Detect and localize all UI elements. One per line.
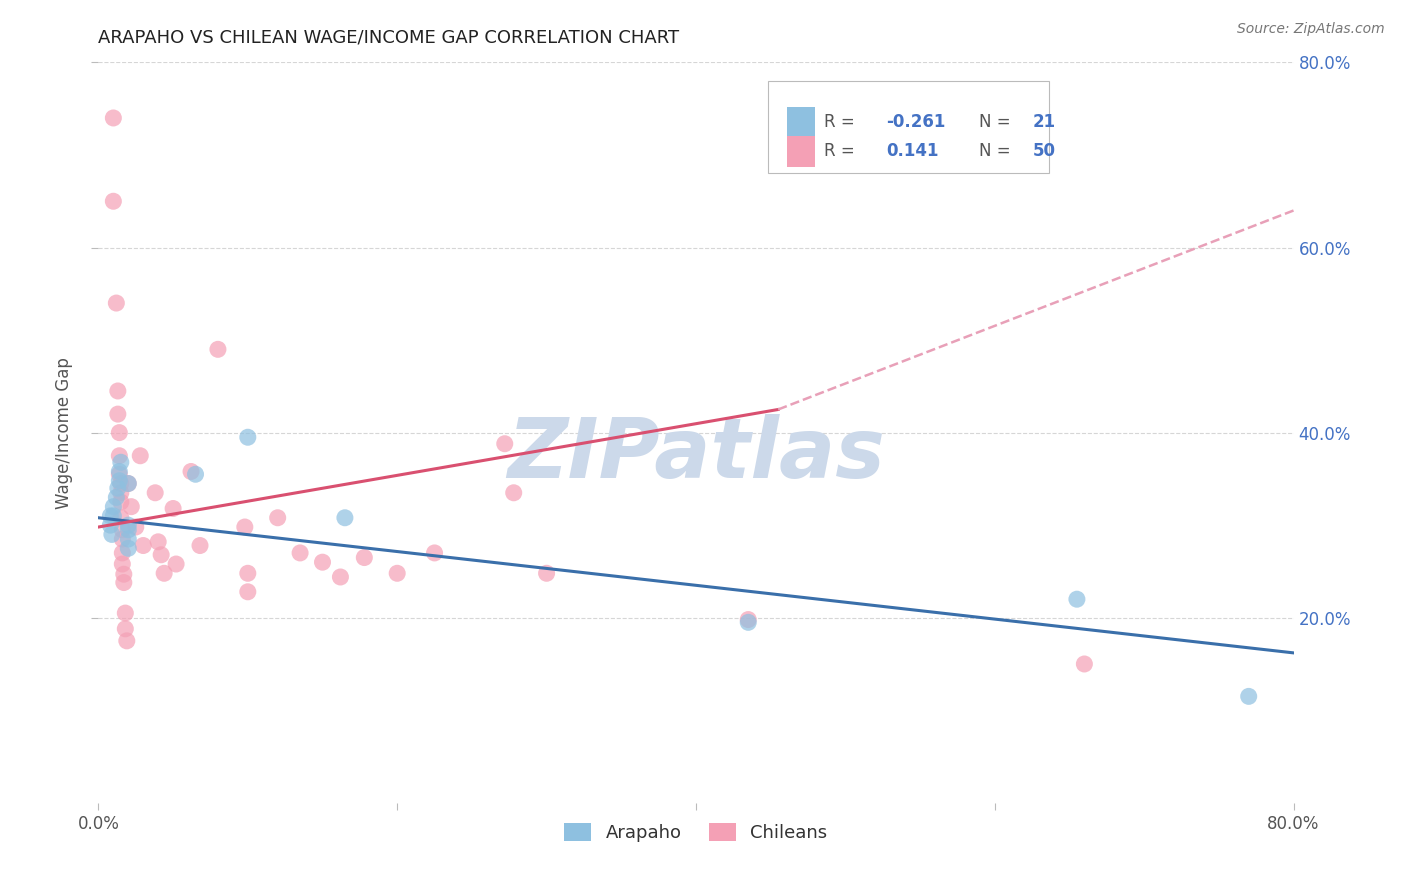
Point <box>117 476 139 491</box>
Text: 50: 50 <box>1033 142 1056 160</box>
Point <box>108 474 131 488</box>
Point <box>108 465 131 479</box>
Point <box>111 523 134 537</box>
Point <box>101 527 124 541</box>
Point <box>108 467 131 482</box>
Point <box>117 541 139 556</box>
Point <box>148 534 170 549</box>
Point <box>329 570 352 584</box>
Point <box>114 622 136 636</box>
Text: ARAPAHO VS CHILEAN WAGE/INCOME GAP CORRELATION CHART: ARAPAHO VS CHILEAN WAGE/INCOME GAP CORRE… <box>98 29 679 47</box>
Point <box>125 520 148 534</box>
Point <box>103 508 125 523</box>
Point <box>105 491 128 505</box>
Point <box>117 523 139 537</box>
Point <box>236 430 259 444</box>
Point <box>98 518 122 533</box>
Point <box>423 546 446 560</box>
Text: ZIPatlas: ZIPatlas <box>508 414 884 495</box>
Point <box>120 500 142 514</box>
Point <box>112 575 135 590</box>
Point <box>98 508 122 523</box>
Y-axis label: Wage/Income Gap: Wage/Income Gap <box>55 357 73 508</box>
Point <box>737 615 759 630</box>
FancyBboxPatch shape <box>787 136 815 167</box>
Point <box>111 557 134 571</box>
Point <box>114 606 136 620</box>
Point <box>112 567 135 582</box>
Point <box>115 633 138 648</box>
Point <box>162 501 184 516</box>
FancyBboxPatch shape <box>787 106 815 137</box>
Legend: Arapaho, Chileans: Arapaho, Chileans <box>557 815 835 849</box>
Point <box>184 467 207 482</box>
Point <box>494 436 516 450</box>
Point <box>110 510 132 524</box>
Text: -0.261: -0.261 <box>886 113 945 131</box>
Point <box>117 532 139 546</box>
Point <box>236 584 259 599</box>
Point <box>737 613 759 627</box>
Point <box>110 455 132 469</box>
Text: N =: N = <box>979 113 1017 131</box>
Point <box>333 510 356 524</box>
Point <box>165 557 187 571</box>
Point <box>153 566 176 581</box>
Point <box>353 550 375 565</box>
Point <box>103 111 125 125</box>
Text: Source: ZipAtlas.com: Source: ZipAtlas.com <box>1237 22 1385 37</box>
FancyBboxPatch shape <box>768 81 1049 173</box>
Point <box>132 539 155 553</box>
Point <box>233 520 256 534</box>
Point <box>103 500 125 514</box>
Point <box>108 425 131 440</box>
Point <box>311 555 333 569</box>
Point <box>188 539 211 553</box>
Point <box>536 566 558 581</box>
Point <box>105 296 128 310</box>
Point <box>1066 592 1088 607</box>
Point <box>107 481 129 495</box>
Point <box>108 449 131 463</box>
Point <box>180 465 202 479</box>
Point <box>110 495 132 509</box>
Text: N =: N = <box>979 142 1017 160</box>
Point <box>103 194 125 209</box>
Point <box>150 548 173 562</box>
Point <box>111 546 134 560</box>
Text: R =: R = <box>824 113 860 131</box>
Point <box>143 485 166 500</box>
Point <box>129 449 152 463</box>
Point <box>107 384 129 398</box>
Point <box>107 407 129 421</box>
Point <box>236 566 259 581</box>
Point <box>288 546 311 560</box>
Text: R =: R = <box>824 142 860 160</box>
Point <box>111 532 134 546</box>
Point <box>1073 657 1095 671</box>
Point <box>385 566 409 581</box>
Text: 21: 21 <box>1033 113 1056 131</box>
Point <box>117 518 139 533</box>
Point <box>110 476 132 491</box>
Point <box>110 485 132 500</box>
Point <box>117 476 139 491</box>
Point <box>1237 690 1260 704</box>
Text: 0.141: 0.141 <box>886 142 938 160</box>
Point <box>502 485 524 500</box>
Point <box>267 510 290 524</box>
Point <box>207 343 229 357</box>
